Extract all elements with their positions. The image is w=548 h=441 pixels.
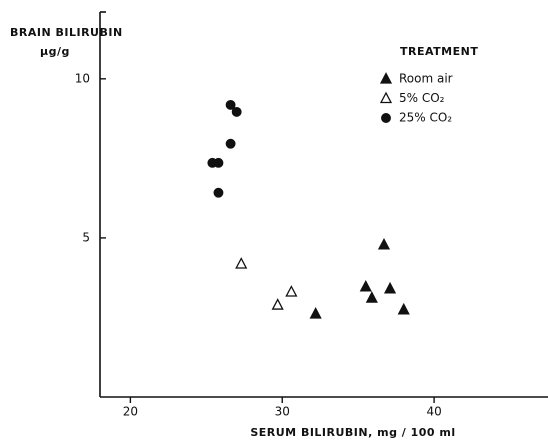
point (213, 187, 224, 198)
point (377, 238, 391, 250)
legend-marker (379, 91, 393, 104)
point (213, 157, 224, 168)
point (285, 285, 298, 297)
y-axis-label: BRAIN BILIRUBIN (10, 26, 123, 39)
point (225, 138, 236, 149)
x-tick-label: 20 (123, 405, 138, 419)
point (231, 106, 242, 117)
point (271, 298, 284, 310)
y-tick-label: 10 (75, 71, 90, 85)
point (225, 99, 236, 110)
legend-label: Room air (399, 72, 453, 86)
legend-marker (381, 113, 391, 123)
point (309, 307, 322, 319)
x-axis-label: SERUM BILIRUBIN, mg / 100 ml (250, 426, 455, 439)
point (359, 280, 372, 292)
legend-marker (379, 72, 393, 84)
x-tick-label: 30 (275, 405, 290, 419)
legend-label: 25% CO₂ (399, 111, 452, 125)
y-tick-label: 5 (82, 230, 90, 244)
point (397, 302, 410, 315)
x-tick-label: 40 (426, 405, 441, 419)
point (383, 281, 397, 294)
y-axis-unit: μg/g (40, 45, 70, 58)
point (365, 291, 378, 303)
legend-label: 5% CO₂ (399, 91, 445, 105)
point (235, 257, 248, 269)
legend-title: TREATMENT (400, 45, 478, 58)
